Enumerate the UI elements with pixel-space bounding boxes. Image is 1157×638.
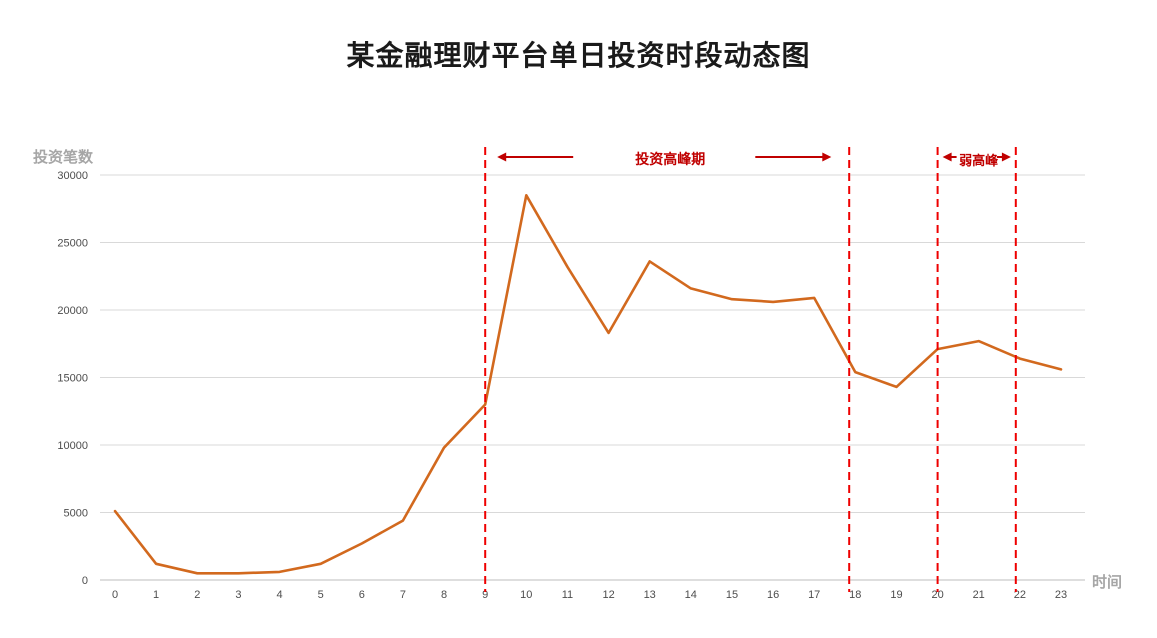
svg-text:10000: 10000: [57, 440, 88, 452]
svg-text:18: 18: [849, 589, 861, 601]
svg-text:5000: 5000: [64, 508, 88, 520]
svg-text:14: 14: [685, 589, 697, 601]
svg-text:12: 12: [602, 589, 614, 601]
chart-title: 某金融理财平台单日投资时段动态图: [346, 40, 811, 71]
svg-text:17: 17: [808, 589, 820, 601]
svg-text:11: 11: [562, 589, 573, 601]
svg-text:4: 4: [276, 589, 282, 601]
svg-text:9: 9: [482, 589, 488, 601]
svg-text:15: 15: [726, 589, 738, 601]
peak-period-annotation: 投资高峰期: [635, 151, 706, 167]
svg-text:25000: 25000: [57, 238, 88, 250]
svg-text:19: 19: [890, 589, 902, 601]
svg-text:22: 22: [1014, 589, 1026, 601]
svg-text:6: 6: [359, 589, 365, 601]
svg-text:10: 10: [520, 589, 532, 601]
svg-text:13: 13: [644, 589, 656, 601]
svg-text:5: 5: [318, 589, 324, 601]
svg-text:7: 7: [400, 589, 406, 601]
weak-peak-annotation: 弱高峰: [959, 153, 999, 168]
svg-text:0: 0: [82, 575, 88, 587]
svg-text:3: 3: [235, 589, 241, 601]
svg-text:1: 1: [153, 589, 159, 601]
x-axis-label: 时间: [1092, 574, 1123, 591]
y-axis-label: 投资笔数: [33, 149, 94, 166]
svg-text:23: 23: [1055, 589, 1067, 601]
svg-text:2: 2: [194, 589, 200, 601]
svg-text:15000: 15000: [57, 373, 88, 385]
svg-text:0: 0: [112, 589, 118, 601]
svg-text:8: 8: [441, 589, 447, 601]
svg-text:20: 20: [931, 589, 943, 601]
svg-text:20000: 20000: [57, 305, 88, 317]
svg-text:16: 16: [767, 589, 779, 601]
svg-text:30000: 30000: [57, 170, 88, 182]
svg-text:21: 21: [973, 589, 985, 601]
